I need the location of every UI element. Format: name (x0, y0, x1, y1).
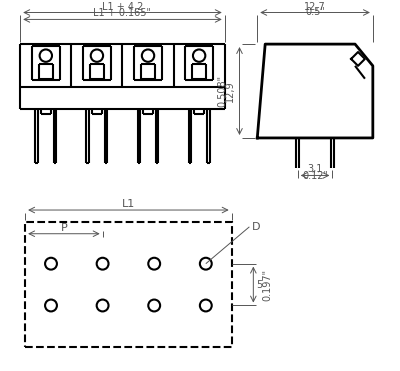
Text: 0.197": 0.197" (262, 269, 272, 301)
Text: 0.12": 0.12" (302, 171, 328, 181)
Text: 12,9: 12,9 (224, 80, 234, 102)
Text: 0.5": 0.5" (305, 7, 325, 17)
Bar (25, 222, 232, 347)
Text: 3,1: 3,1 (307, 164, 323, 174)
Text: L1 + 0.165": L1 + 0.165" (94, 9, 152, 19)
Text: 0.508": 0.508" (218, 75, 228, 107)
Text: D: D (252, 222, 261, 232)
Text: L1 + 4,2: L1 + 4,2 (102, 1, 143, 12)
Text: P: P (60, 223, 67, 233)
Polygon shape (351, 52, 365, 66)
Text: 12,7: 12,7 (304, 1, 326, 12)
Text: L1: L1 (122, 199, 135, 209)
Text: 5: 5 (256, 280, 262, 290)
